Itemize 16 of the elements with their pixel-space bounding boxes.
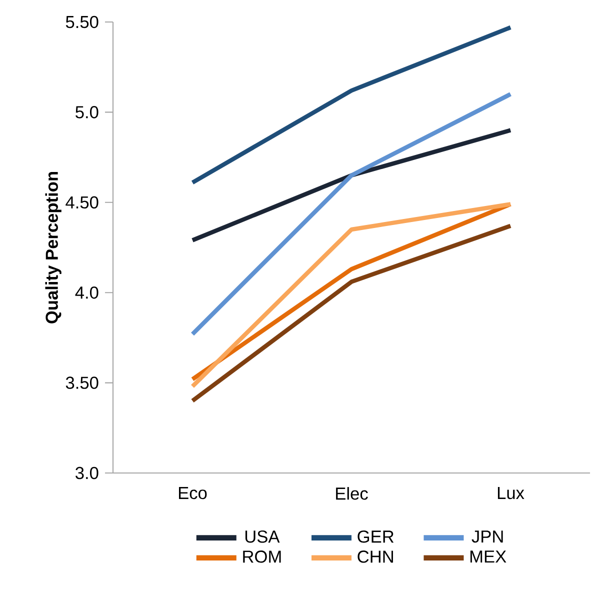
y-tick-label: 4.0	[75, 286, 98, 299]
y-tick-label: 3.50	[66, 376, 98, 389]
legend-label: JPN	[472, 530, 503, 543]
x-tick-label: Lux	[498, 487, 524, 500]
y-axis-title: Quality Perception	[45, 172, 62, 324]
legend-label: USA	[245, 530, 280, 543]
y-tick-label: 4.50	[66, 196, 98, 209]
y-tick-label: 5.50	[66, 16, 98, 28]
x-tick-label: Eco	[178, 487, 207, 500]
x-tick-label: Elec	[336, 487, 368, 500]
legend-label: ROM	[243, 550, 281, 563]
y-tick-label: 5.0	[76, 106, 98, 118]
legend-label: MEX	[470, 550, 506, 563]
legend-label: CHN	[358, 550, 393, 563]
y-tick-label: 3.0	[76, 466, 98, 480]
legend-label: GER	[358, 530, 394, 543]
